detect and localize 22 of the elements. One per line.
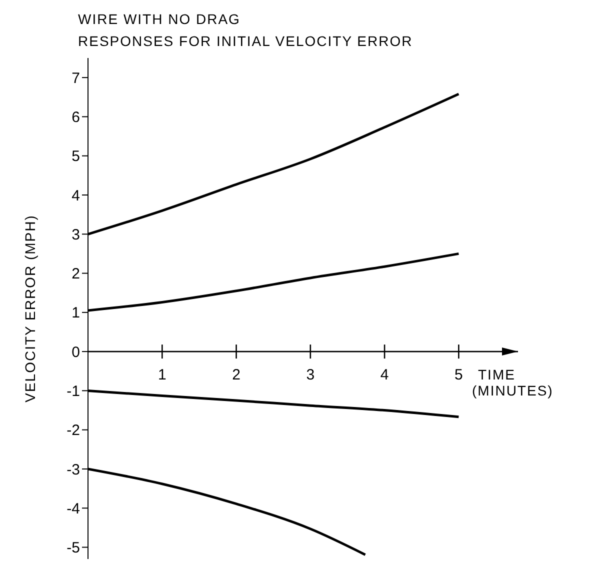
x-tick-label: 2 (232, 366, 240, 384)
y-tick-label: 7 (72, 70, 80, 87)
chart-subtitle: RESPONSES FOR INITIAL VELOCITY ERROR (78, 33, 413, 49)
y-tick-label: 3 (72, 226, 80, 244)
x-axis-title: TIME (MINUTES) (472, 366, 554, 399)
y-tick-label: -4 (66, 500, 80, 518)
x-tick-label: 3 (306, 366, 315, 384)
y-tick-label: -1 (66, 383, 80, 400)
x-tick-label: 5 (454, 366, 463, 384)
y-tick-label: 1 (72, 304, 80, 322)
y-tick-label: -3 (66, 461, 80, 478)
y-axis-title: VELOCITY ERROR (MPH) (22, 214, 38, 402)
y-tick-label: 0 (72, 344, 80, 361)
y-tick-label: 6 (72, 109, 80, 126)
y-tick-label: 2 (72, 266, 80, 283)
y-tick-label: -5 (66, 540, 80, 557)
y-tick-label: 5 (72, 148, 80, 166)
chart-title: WIRE WITH NO DRAG (78, 11, 240, 27)
x-tick-label: 1 (158, 366, 166, 384)
x-tick-label: 4 (380, 366, 389, 384)
y-tick-label: 4 (72, 187, 80, 204)
y-tick-label: -2 (66, 422, 80, 440)
